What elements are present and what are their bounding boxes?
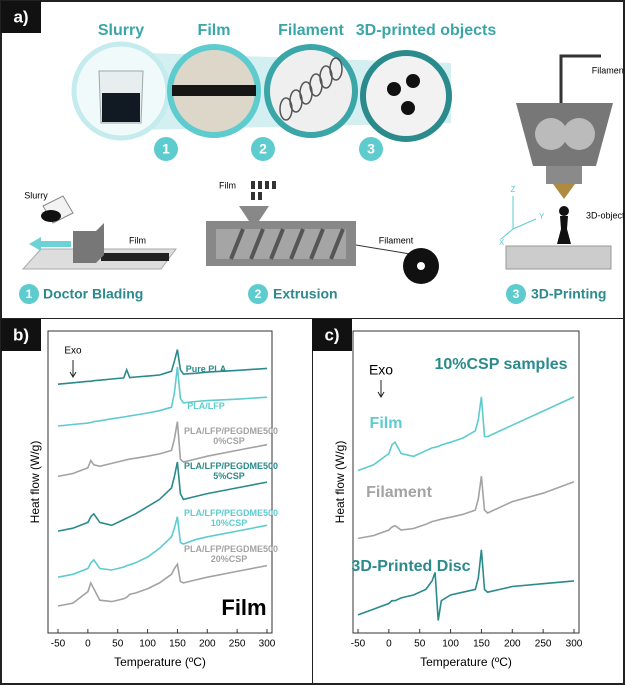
roller <box>535 118 567 150</box>
badge <box>506 284 526 304</box>
series-label: PLA/LFP/PEGDME500 5%CSP <box>184 461 279 481</box>
process-diagram: a) Slurry Film Filament 3D-printed objec… <box>1 1 624 304</box>
badge-number: 1 <box>162 141 170 157</box>
badge-number: 1 <box>26 287 33 301</box>
badge-number: 2 <box>259 141 267 157</box>
label-box <box>1 1 41 33</box>
series-label: PLA/LFP <box>187 401 225 411</box>
series-label: PLA/LFP/PEGDME500 10%CSP <box>184 508 279 528</box>
badge <box>359 137 383 161</box>
axis-label: X <box>499 238 505 247</box>
badge <box>19 284 39 304</box>
panel-b <box>1 318 313 684</box>
slurry <box>102 93 140 122</box>
badge-number: 2 <box>255 287 262 301</box>
film <box>172 85 256 96</box>
part-label: Filament <box>592 65 624 75</box>
series-label: PLA/LFP/PEGDME500 0%CSP <box>184 426 279 446</box>
part-label: Slurry <box>24 190 48 200</box>
step-title: Slurry <box>98 22 144 39</box>
badge <box>248 284 268 304</box>
axis-label: Z <box>511 185 516 194</box>
object <box>406 74 420 88</box>
badge <box>251 137 275 161</box>
coil <box>279 57 343 121</box>
badge <box>154 137 178 161</box>
platform <box>505 245 612 270</box>
blade <box>73 223 104 263</box>
objects-circle <box>360 50 452 142</box>
arrow <box>29 237 71 251</box>
slurry <box>41 210 61 222</box>
film-strip <box>101 253 169 261</box>
part-label: 3D-object <box>586 210 624 220</box>
part-label: Film <box>129 235 146 245</box>
film-pieces <box>251 181 276 200</box>
series-label: Pure PLA <box>185 364 227 374</box>
series-label: Film <box>369 415 403 432</box>
filament-feed <box>559 54 601 109</box>
step-name: Doctor Blading <box>43 286 143 302</box>
3d-object-top <box>559 206 569 216</box>
panel-c <box>312 318 624 684</box>
heater <box>546 166 582 184</box>
series-label: Filament <box>366 484 432 501</box>
panel-label: a) <box>13 7 28 26</box>
object <box>401 101 415 115</box>
step-name: Extrusion <box>273 286 338 302</box>
roller <box>563 118 595 150</box>
part-label: Film <box>219 180 236 190</box>
series-label: 3D-Printed Disc <box>351 558 471 575</box>
badge-number: 3 <box>513 287 520 301</box>
axis-label: Y <box>539 212 545 221</box>
step-title: Filament <box>278 22 344 39</box>
spool-hub <box>417 262 425 270</box>
axes-icon <box>500 196 537 240</box>
3d-object <box>557 216 571 244</box>
filament <box>355 244 417 256</box>
step-title: 3D-printed objects <box>356 22 497 39</box>
step-title: Film <box>198 22 231 39</box>
flights <box>229 228 345 260</box>
object <box>387 82 401 96</box>
series-label: PLA/LFP/PEGDME500 20%CSP <box>184 544 279 564</box>
badge-number: 3 <box>367 141 375 157</box>
hopper <box>239 206 269 221</box>
part-label: Filament <box>379 235 414 245</box>
nozzle <box>553 184 575 199</box>
step-name: 3D-Printing <box>531 286 606 302</box>
